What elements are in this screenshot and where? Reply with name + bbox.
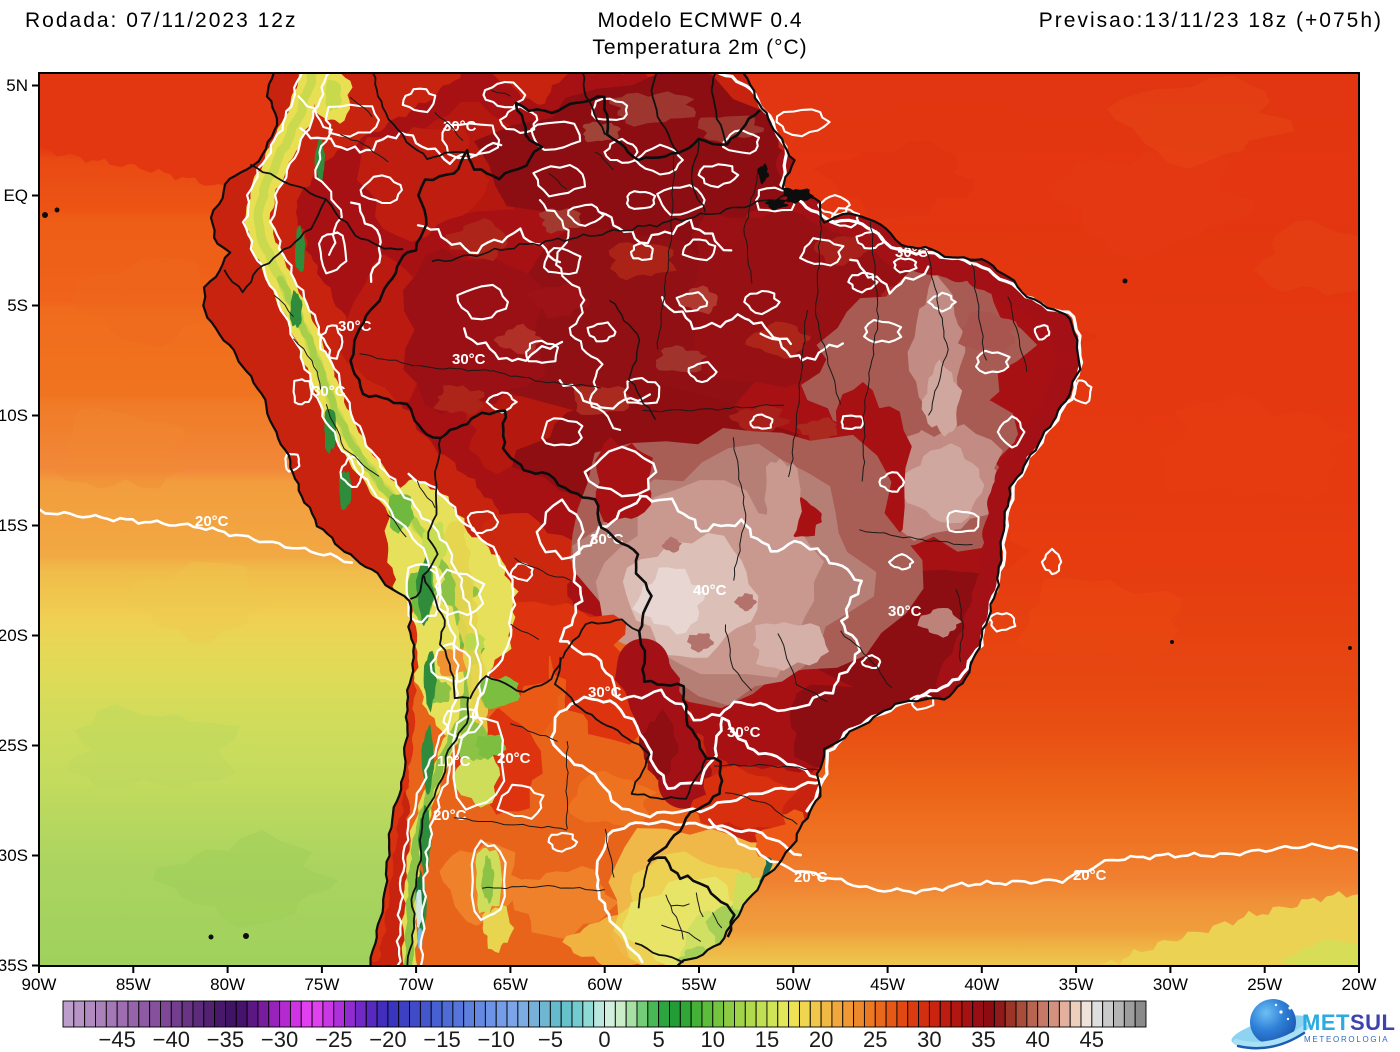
svg-text:60W: 60W <box>587 975 622 994</box>
svg-text:20W: 20W <box>1342 975 1377 994</box>
svg-text:20°C: 20°C <box>195 513 229 530</box>
svg-text:20°C: 20°C <box>794 869 828 886</box>
svg-text:20: 20 <box>809 1027 833 1052</box>
svg-text:65W: 65W <box>493 975 528 994</box>
svg-text:45: 45 <box>1080 1027 1104 1052</box>
svg-text:20°C: 20°C <box>1073 867 1107 884</box>
svg-text:30S: 30S <box>0 846 28 865</box>
svg-text:55W: 55W <box>682 975 717 994</box>
svg-text:30: 30 <box>917 1027 941 1052</box>
svg-text:20°C: 20°C <box>433 807 467 824</box>
svg-text:35S: 35S <box>0 956 28 975</box>
svg-text:−5: −5 <box>538 1027 563 1052</box>
svg-text:40°C: 40°C <box>693 582 727 599</box>
svg-text:10°C: 10°C <box>437 753 471 770</box>
svg-text:10S: 10S <box>0 406 28 425</box>
svg-text:90W: 90W <box>22 975 57 994</box>
svg-text:10: 10 <box>701 1027 725 1052</box>
svg-text:30°C: 30°C <box>452 351 486 368</box>
svg-text:85W: 85W <box>116 975 151 994</box>
svg-text:45W: 45W <box>870 975 905 994</box>
svg-text:−10: −10 <box>478 1027 515 1052</box>
svg-text:80W: 80W <box>210 975 245 994</box>
svg-text:Rodada: 07/11/2023 12z: Rodada: 07/11/2023 12z <box>25 9 297 32</box>
svg-text:30°C: 30°C <box>443 118 477 135</box>
svg-text:70W: 70W <box>399 975 434 994</box>
svg-text:20°C: 20°C <box>497 750 531 767</box>
svg-text:−40: −40 <box>153 1027 190 1052</box>
svg-text:METEOROLOGIA: METEOROLOGIA <box>1304 1035 1389 1044</box>
svg-text:25W: 25W <box>1247 975 1282 994</box>
svg-text:50W: 50W <box>776 975 811 994</box>
svg-text:75W: 75W <box>304 975 339 994</box>
svg-text:30W: 30W <box>1153 975 1188 994</box>
svg-text:30°C: 30°C <box>727 724 761 741</box>
svg-text:5N: 5N <box>6 76 28 95</box>
svg-text:30°C: 30°C <box>888 603 922 620</box>
svg-text:20S: 20S <box>0 626 28 645</box>
svg-text:0: 0 <box>598 1027 610 1052</box>
svg-text:30°C: 30°C <box>312 383 346 400</box>
svg-text:Temperatura 2m (°C): Temperatura 2m (°C) <box>592 36 807 59</box>
svg-text:−30: −30 <box>261 1027 298 1052</box>
svg-text:25: 25 <box>863 1027 887 1052</box>
svg-text:40W: 40W <box>964 975 999 994</box>
svg-text:−25: −25 <box>315 1027 352 1052</box>
svg-text:−45: −45 <box>99 1027 136 1052</box>
svg-text:15S: 15S <box>0 516 28 535</box>
svg-text:5S: 5S <box>7 296 28 315</box>
svg-text:30°C: 30°C <box>590 531 624 548</box>
svg-text:30°C: 30°C <box>588 684 622 701</box>
svg-text:METSUL: METSUL <box>1302 1010 1395 1035</box>
svg-text:5: 5 <box>652 1027 664 1052</box>
svg-text:−35: −35 <box>207 1027 244 1052</box>
svg-text:25S: 25S <box>0 736 28 755</box>
svg-text:30°C: 30°C <box>338 318 372 335</box>
svg-text:−15: −15 <box>423 1027 460 1052</box>
svg-text:−20: −20 <box>369 1027 406 1052</box>
svg-text:Modelo ECMWF 0.4: Modelo ECMWF 0.4 <box>597 9 802 32</box>
svg-text:Previsao:13/11/23 18z (+075h): Previsao:13/11/23 18z (+075h) <box>1039 9 1383 32</box>
svg-text:15: 15 <box>755 1027 779 1052</box>
svg-text:35: 35 <box>971 1027 995 1052</box>
svg-text:EQ: EQ <box>3 186 28 205</box>
svg-text:40: 40 <box>1025 1027 1049 1052</box>
svg-text:35W: 35W <box>1059 975 1094 994</box>
